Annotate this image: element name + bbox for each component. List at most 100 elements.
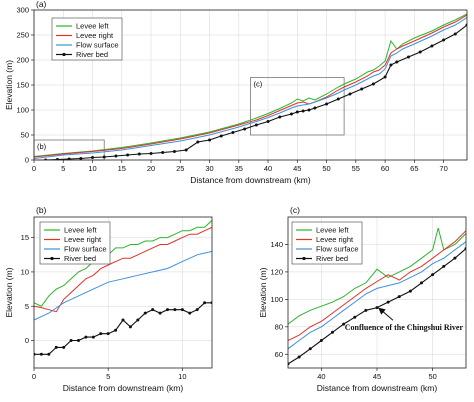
river-bed-point — [331, 330, 334, 334]
panel-b: 0 5 10 0 5 10 15 Distance from downstream (km) E… — [4, 205, 213, 393]
river-bed-point — [188, 311, 192, 315]
legend-label: Levee left — [76, 22, 109, 31]
river-bed-point — [243, 127, 247, 131]
series-line-levee-right — [34, 226, 212, 313]
river-bed-point — [430, 44, 434, 48]
panel-a: (b) (c) 0 5 10 15 20 25 30 35 40 45 50 55 60 65 70 0 50 100… — [4, 0, 468, 185]
river-bed-point — [231, 131, 235, 134]
x-tick-label: 15 — [118, 164, 126, 173]
legend-label: Flow surface — [76, 41, 119, 50]
river-bed-point — [62, 345, 66, 349]
river-bed-point — [184, 148, 188, 152]
river-bed-point — [342, 322, 346, 326]
river-bed-point — [383, 75, 387, 79]
x-tick-label: 50 — [322, 164, 330, 173]
river-bed-point — [172, 150, 176, 153]
x-tick-label: 40 — [317, 372, 325, 381]
river-bed-point — [219, 134, 223, 138]
y-tick-label: 15 — [21, 233, 29, 242]
legend-label: Flow surface — [316, 245, 359, 254]
y-tick-label: 60 — [275, 350, 283, 359]
series-line-flow-surface — [34, 17, 467, 159]
x-tick-label: 25 — [176, 164, 184, 173]
river-bed-point — [389, 63, 393, 67]
river-bed-point — [254, 123, 258, 127]
x-tick-label: 65 — [410, 164, 418, 173]
x-tick-label: 45 — [373, 372, 381, 381]
river-bed-point — [91, 335, 95, 339]
river-bed-point — [453, 256, 457, 260]
y-tick-label: 140 — [270, 240, 283, 249]
river-bed-point — [126, 153, 130, 157]
x-tick-label: 20 — [147, 164, 155, 173]
x-tick-label: 0 — [32, 372, 36, 381]
river-bed-point — [297, 355, 301, 359]
x-tick-label: 10 — [178, 372, 186, 381]
legend-swatch-marker — [62, 52, 66, 57]
river-bed-point — [151, 308, 155, 312]
river-bed-point — [149, 152, 153, 155]
y-tick-label: 0 — [25, 336, 29, 345]
panel-label: (b) — [36, 205, 47, 215]
river-bed-point — [408, 289, 412, 293]
series-line-river-bed — [34, 302, 212, 355]
y-tick-label: 10 — [21, 268, 29, 277]
legend-swatch-marker — [50, 256, 54, 261]
river-bed-point — [79, 157, 83, 160]
legend-box — [51, 17, 123, 61]
river-bed-point — [431, 273, 435, 277]
river-bed-point — [158, 311, 162, 315]
legend-label: Levee left — [316, 226, 349, 235]
river-bed-point — [54, 345, 58, 349]
river-bed-point — [203, 301, 207, 305]
y-tick-label: 0 — [25, 156, 29, 165]
river-bed-point — [47, 352, 51, 356]
zoom-box-label: (b) — [37, 142, 47, 151]
river-bed-point — [106, 332, 110, 336]
plot-frame — [33, 216, 213, 369]
river-bed-point — [295, 110, 299, 114]
river-bed-point — [313, 106, 317, 110]
river-bed-point — [114, 328, 118, 332]
x-tick-label: 45 — [293, 164, 301, 173]
y-tick-label: 150 — [16, 81, 29, 90]
river-bed-point — [166, 308, 169, 312]
river-bed-point — [397, 295, 401, 299]
river-bed-point — [348, 92, 352, 96]
legend-label: River bed — [316, 254, 348, 263]
legend-box — [291, 221, 363, 265]
river-bed-point — [69, 339, 73, 343]
x-tick-label: 5 — [61, 164, 65, 173]
x-tick-label: 0 — [32, 164, 36, 173]
series-group — [288, 227, 466, 366]
panel-label: (c) — [290, 205, 300, 215]
legend-label: Levee right — [64, 235, 102, 244]
river-bed-point — [453, 32, 457, 36]
x-axis-label: Distance from downstream (km) — [190, 175, 311, 185]
river-bed-point — [336, 97, 340, 101]
y-axis-label: Elevation (m) — [4, 267, 14, 317]
river-bed-point — [307, 108, 311, 112]
river-bed-point — [180, 308, 184, 312]
zoom-box — [250, 77, 345, 136]
river-bed-point — [278, 115, 282, 119]
y-axis-label: Elevation (m) — [4, 60, 14, 110]
x-tick-label: 10 — [88, 164, 96, 173]
river-bed-point — [395, 60, 399, 64]
river-bed-point — [406, 55, 410, 59]
river-bed-point — [91, 156, 95, 159]
river-bed-point — [308, 347, 312, 351]
series-group — [34, 13, 467, 160]
y-tick-label: 200 — [16, 56, 29, 65]
river-bed-point — [55, 158, 59, 160]
y-tick-label: 100 — [270, 295, 283, 304]
river-bed-point — [67, 157, 71, 160]
x-tick-label: 55 — [352, 164, 360, 173]
series-line-levee-left — [34, 220, 212, 307]
y-tick-label: 100 — [16, 106, 29, 115]
river-bed-point — [77, 339, 80, 343]
river-bed-point — [418, 50, 422, 54]
legend-label: Flow surface — [64, 245, 107, 254]
